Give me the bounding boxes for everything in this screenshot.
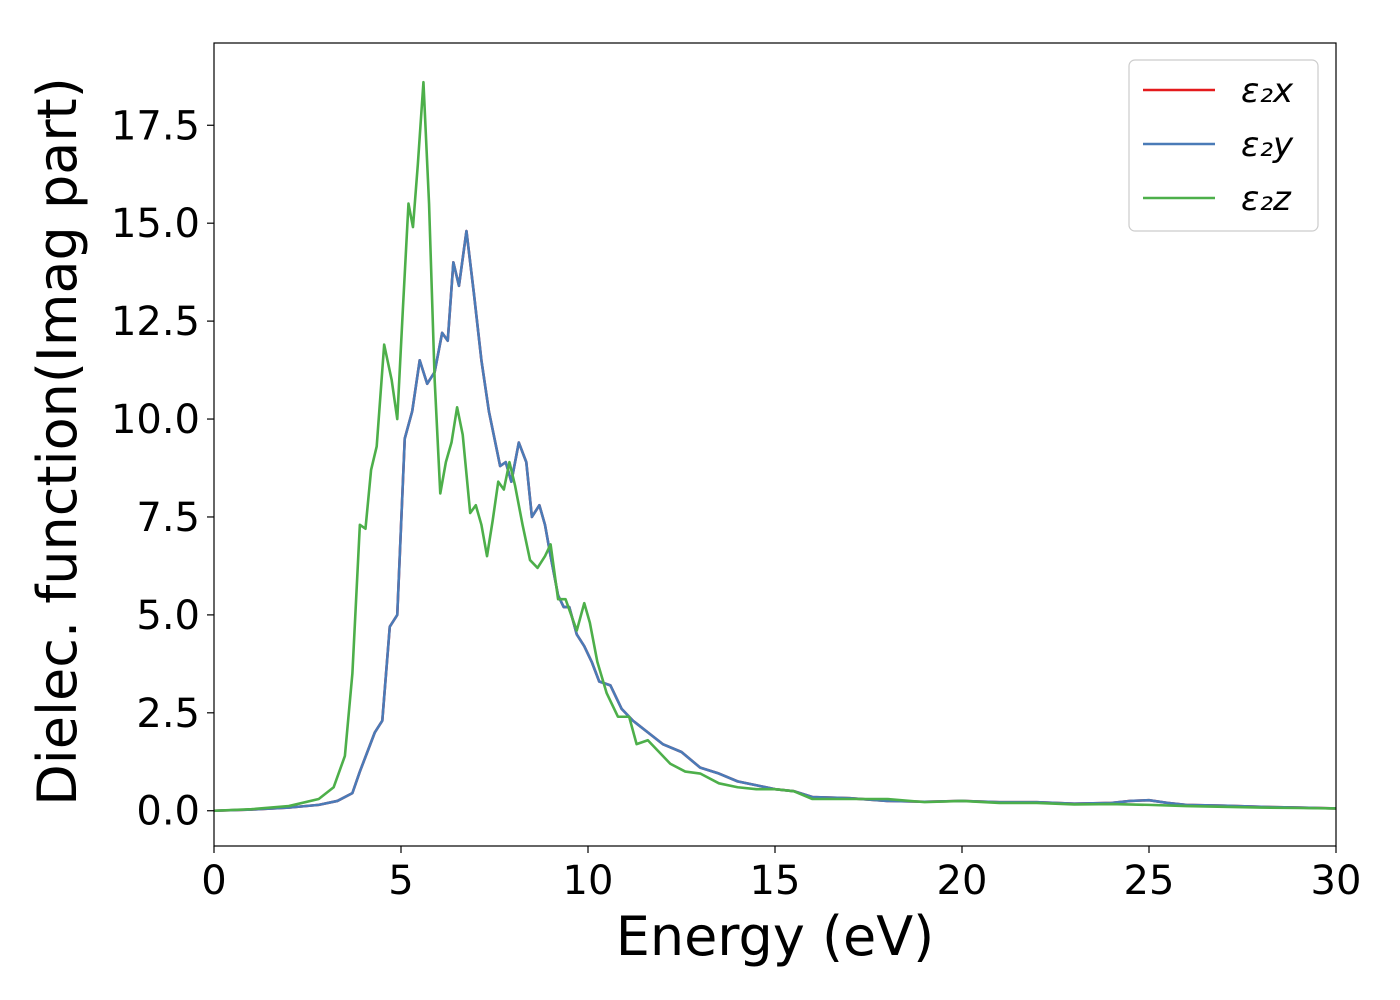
legend-box bbox=[1128, 59, 1319, 232]
x-tick-label: 15 bbox=[750, 858, 801, 904]
x-axis-label: Energy (eV) bbox=[616, 905, 935, 968]
y-tick-label: 0.0 bbox=[136, 789, 200, 835]
y-tick-label: 5.0 bbox=[136, 593, 200, 639]
y-tick-label: 15.0 bbox=[111, 201, 200, 247]
x-tick-label: 10 bbox=[563, 858, 614, 904]
legend-entry-label: ε₂y bbox=[1241, 125, 1294, 165]
plot-area bbox=[214, 80, 1336, 813]
y-tick-label: 2.5 bbox=[136, 691, 200, 737]
y-tick-label: 10.0 bbox=[111, 397, 200, 443]
legend-entry-label: ε₂x bbox=[1241, 71, 1294, 111]
y-tick-label: 12.5 bbox=[111, 299, 200, 345]
y-axis-ticks: 0.0 2.5 5.0 7.5 10.0 12.5 15.0 17.5 bbox=[111, 103, 214, 835]
y-tick-label: 17.5 bbox=[111, 103, 200, 149]
series-line-1 bbox=[214, 229, 1336, 813]
series-line-3 bbox=[214, 80, 1336, 813]
y-tick-label: 7.5 bbox=[136, 495, 200, 541]
x-tick-label: 20 bbox=[937, 858, 988, 904]
x-tick-label: 5 bbox=[388, 858, 413, 904]
legend-entry-label: ε₂z bbox=[1241, 179, 1292, 219]
x-tick-label: 30 bbox=[1311, 858, 1362, 904]
series-line-2 bbox=[214, 229, 1336, 813]
x-tick-label: 0 bbox=[201, 858, 226, 904]
x-tick-label: 25 bbox=[1124, 858, 1175, 904]
y-axis-label: Dielec. function(Imag part) bbox=[26, 77, 89, 806]
x-axis-ticks: 0 5 10 15 20 25 30 bbox=[201, 846, 1361, 904]
legend: ε₂x ε₂y ε₂z bbox=[1128, 59, 1319, 232]
